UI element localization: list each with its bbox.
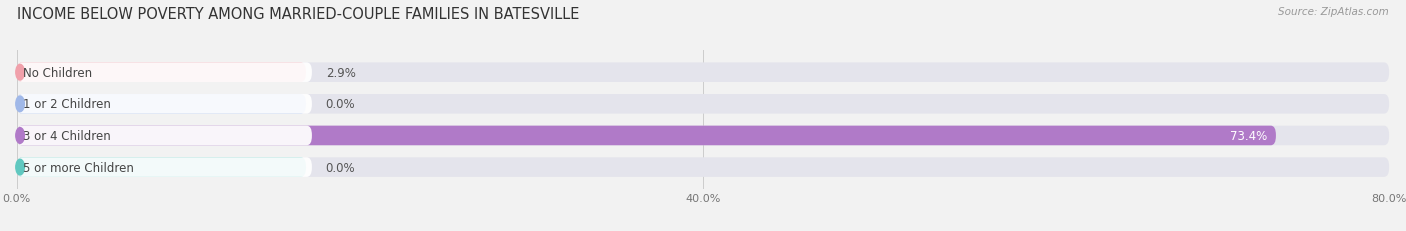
FancyBboxPatch shape — [17, 126, 1275, 146]
FancyBboxPatch shape — [17, 158, 307, 177]
Text: 73.4%: 73.4% — [1230, 129, 1267, 142]
FancyBboxPatch shape — [17, 63, 312, 83]
Circle shape — [15, 128, 24, 144]
FancyBboxPatch shape — [17, 63, 307, 83]
Text: No Children: No Children — [24, 66, 93, 79]
Text: Source: ZipAtlas.com: Source: ZipAtlas.com — [1278, 7, 1389, 17]
FancyBboxPatch shape — [17, 158, 1389, 177]
Circle shape — [15, 160, 24, 175]
FancyBboxPatch shape — [17, 95, 312, 114]
Text: 0.0%: 0.0% — [326, 98, 356, 111]
Text: 1 or 2 Children: 1 or 2 Children — [24, 98, 111, 111]
FancyBboxPatch shape — [17, 126, 1389, 146]
Circle shape — [15, 65, 24, 81]
Text: INCOME BELOW POVERTY AMONG MARRIED-COUPLE FAMILIES IN BATESVILLE: INCOME BELOW POVERTY AMONG MARRIED-COUPL… — [17, 7, 579, 22]
Text: 2.9%: 2.9% — [326, 66, 356, 79]
Text: 0.0%: 0.0% — [326, 161, 356, 174]
Text: 5 or more Children: 5 or more Children — [24, 161, 135, 174]
FancyBboxPatch shape — [17, 63, 1389, 83]
Text: 3 or 4 Children: 3 or 4 Children — [24, 129, 111, 142]
FancyBboxPatch shape — [17, 95, 1389, 114]
FancyBboxPatch shape — [17, 158, 312, 177]
FancyBboxPatch shape — [17, 126, 312, 146]
FancyBboxPatch shape — [17, 95, 307, 114]
Circle shape — [15, 97, 24, 112]
